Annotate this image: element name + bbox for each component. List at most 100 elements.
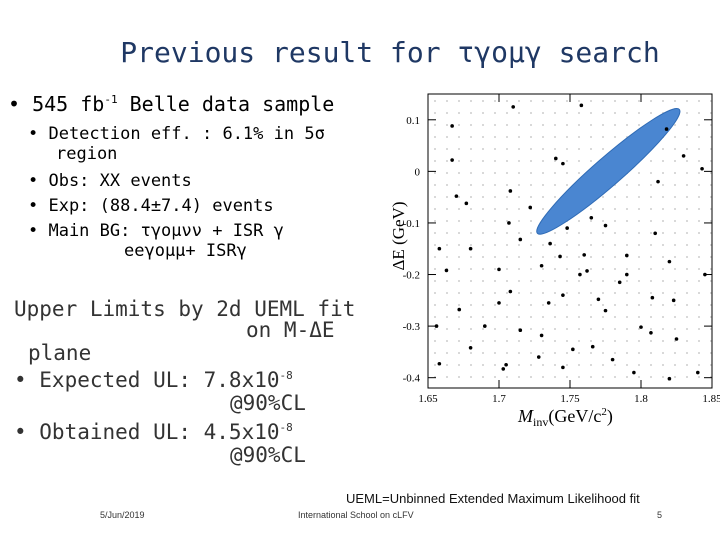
grid-dot <box>542 208 544 210</box>
grid-dot <box>686 280 688 282</box>
grid-dot <box>542 352 544 354</box>
grid-dot <box>482 268 484 270</box>
data-point <box>696 370 700 375</box>
grid-dot <box>626 244 628 246</box>
grid-dot <box>530 184 532 186</box>
grid-dot <box>578 364 580 366</box>
grid-dot <box>650 268 652 270</box>
grid-dot <box>590 112 592 114</box>
data-point <box>504 362 508 367</box>
grid-dot <box>434 352 436 354</box>
grid-dot <box>710 292 712 294</box>
grid-dot <box>542 112 544 114</box>
grid-dot <box>650 364 652 366</box>
grid-dot <box>614 280 616 282</box>
grid-dot <box>674 328 676 330</box>
grid-dot <box>530 136 532 138</box>
grid-dot <box>542 196 544 198</box>
grid-dot <box>494 304 496 306</box>
grid-dot <box>698 292 700 294</box>
grid-dot <box>458 172 460 174</box>
grid-dot <box>494 316 496 318</box>
grid-dot <box>638 124 640 126</box>
grid-dot <box>602 328 604 330</box>
grid-dot <box>470 316 472 318</box>
grid-dot <box>518 100 520 102</box>
grid-dot <box>554 340 556 342</box>
grid-dot <box>506 184 508 186</box>
grid-dot <box>710 268 712 270</box>
grid-dot <box>554 112 556 114</box>
grid-dot <box>590 376 592 378</box>
grid-dot <box>602 340 604 342</box>
data-point <box>664 127 669 131</box>
grid-dot <box>710 232 712 234</box>
grid-dot <box>674 280 676 282</box>
grid-dot <box>458 124 460 126</box>
grid-dot <box>626 292 628 294</box>
grid-dot <box>458 112 460 114</box>
grid-dot <box>710 304 712 306</box>
grid-dot <box>686 292 688 294</box>
grid-dot <box>650 208 652 210</box>
data-point <box>483 324 487 328</box>
grid-dot <box>566 160 568 162</box>
grid-dot <box>434 220 436 222</box>
grid-dot <box>494 136 496 138</box>
grid-dot <box>470 328 472 330</box>
data-point <box>546 301 551 305</box>
grid-dot <box>482 112 484 114</box>
grid-dot <box>554 328 556 330</box>
grid-dot <box>590 148 592 150</box>
grid-dot <box>686 100 688 102</box>
grid-dot <box>446 232 448 234</box>
grid-dot <box>674 136 676 138</box>
grid-dot <box>578 160 580 162</box>
grid-dot <box>698 208 700 210</box>
grid-dot <box>506 352 508 354</box>
grid-dot <box>434 172 436 174</box>
sub-detection-region: region <box>56 144 118 164</box>
grid-dot <box>530 172 532 174</box>
data-point <box>674 337 679 341</box>
grid-dot <box>710 172 712 174</box>
grid-dot <box>614 136 616 138</box>
grid-dot <box>602 196 604 198</box>
grid-dot <box>710 220 712 222</box>
grid-dot <box>518 244 520 246</box>
grid-dot <box>698 256 700 258</box>
grid-dot <box>530 244 532 246</box>
grid-dot <box>686 160 688 162</box>
grid-dot <box>578 268 580 270</box>
grid-dot <box>650 280 652 282</box>
grid-dot <box>710 244 712 246</box>
grid-dot <box>506 124 508 126</box>
grid-dot <box>482 208 484 210</box>
grid-dot <box>686 232 688 234</box>
grid-dot <box>602 304 604 306</box>
grid-dot <box>662 100 664 102</box>
upper-limits-heading-3: plane <box>28 341 92 365</box>
obtained-ul-text: • Obtained UL: 4.5x10 <box>14 420 280 444</box>
data-point <box>508 289 513 294</box>
grid-dot <box>710 124 712 126</box>
grid-dot <box>638 280 640 282</box>
grid-dot <box>494 124 496 126</box>
grid-dot <box>638 184 640 186</box>
grid-dot <box>458 328 460 330</box>
grid-dot <box>494 208 496 210</box>
grid-dot <box>578 352 580 354</box>
grid-dot <box>698 304 700 306</box>
sub-main-bg: • Main BG: τγομνν + ISR γ <box>28 221 284 241</box>
grid-dot <box>458 364 460 366</box>
grid-dot <box>482 352 484 354</box>
y-tick-label: -0.3 <box>403 321 421 333</box>
data-point <box>468 246 473 251</box>
grid-dot <box>650 376 652 378</box>
grid-dot <box>530 100 532 102</box>
grid-dot <box>710 196 712 198</box>
grid-dot <box>614 112 616 114</box>
grid-dot <box>554 244 556 246</box>
grid-dot <box>662 352 664 354</box>
grid-dot <box>554 352 556 354</box>
